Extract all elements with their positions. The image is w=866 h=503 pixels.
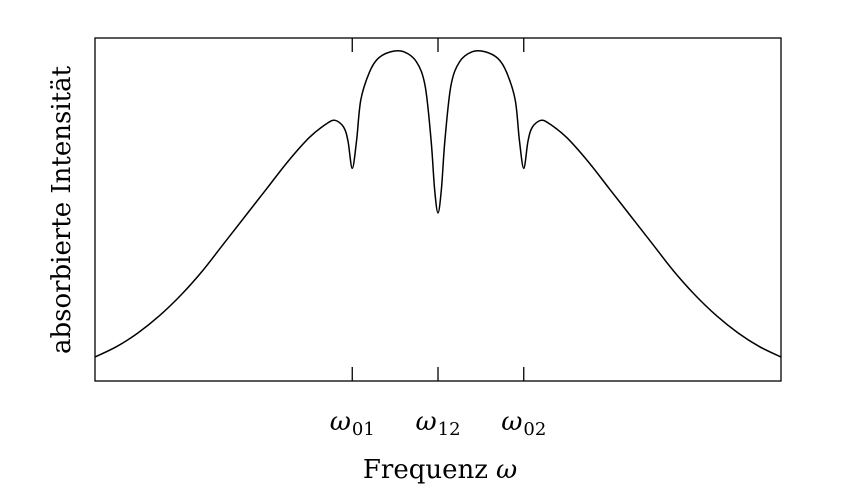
tick-label-subscript: 02: [523, 419, 546, 440]
absorption-curve: [94, 49, 782, 358]
x-axis-label-symbol: ω: [496, 455, 517, 485]
tick-label-group: ω01 ω12 ω02: [330, 407, 547, 440]
tick-label-base: ω: [330, 407, 351, 437]
tick-label-omega-12: ω12: [415, 407, 460, 440]
tick-label-subscript: 12: [438, 419, 461, 440]
tick-label-omega-02: ω02: [501, 407, 546, 440]
tick-label-subscript: 01: [352, 419, 375, 440]
tick-label-omega-01: ω01: [330, 407, 375, 440]
plot-frame: [94, 37, 782, 382]
y-axis-label: absorbierte Intensität: [47, 65, 77, 354]
tick-label-base: ω: [415, 407, 436, 437]
x-axis-label: Frequenz ω: [363, 455, 517, 485]
tick-label-base: ω: [501, 407, 522, 437]
tick-group: [351, 38, 525, 381]
x-axis-label-text: Frequenz: [363, 455, 488, 485]
